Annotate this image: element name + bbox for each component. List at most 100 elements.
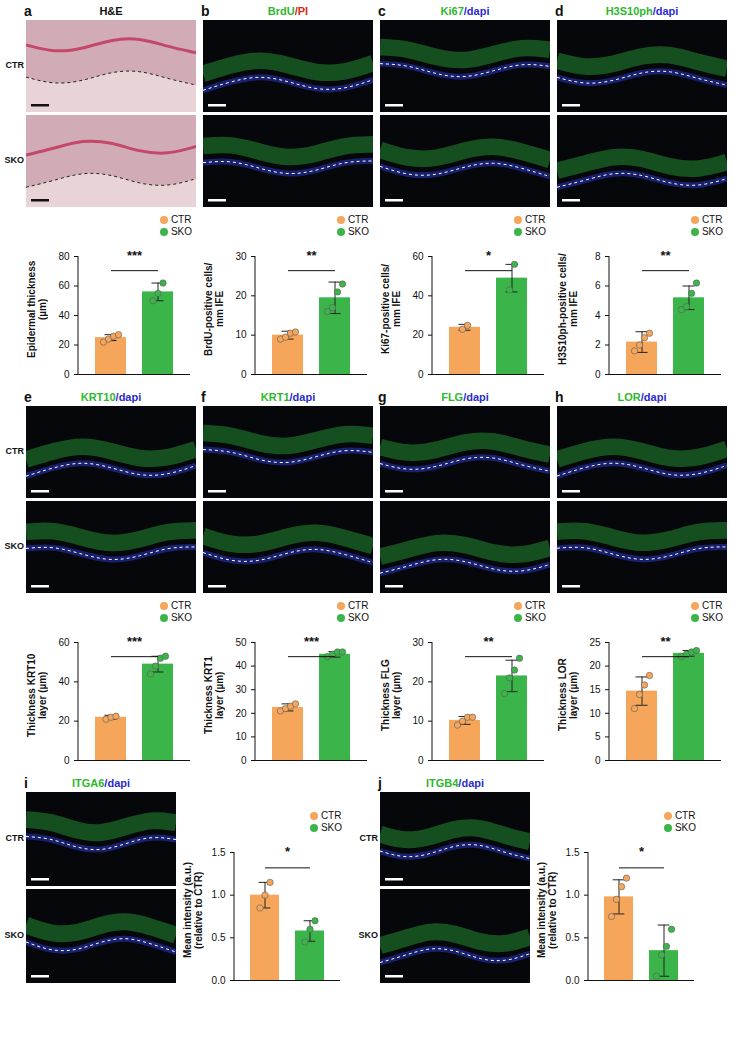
- html-text:CTR: CTR: [347, 600, 369, 611]
- svg-text:***: ***: [127, 248, 143, 263]
- html-text:SKO: SKO: [524, 612, 546, 623]
- svg-text:60: 60: [412, 251, 424, 262]
- html-text:CTR: CTR: [701, 214, 723, 225]
- html-text:H3S10ph-positive cells/ mm IFE: H3S10ph-positive cells/ mm IFE: [557, 253, 579, 365]
- svg-text:40: 40: [58, 676, 70, 687]
- svg-text:20: 20: [58, 715, 70, 726]
- svg-text:80: 80: [58, 251, 70, 262]
- html-text:CTR: CTR: [5, 60, 24, 70]
- html-text:Ki67 /dapi: Ki67 /dapi: [440, 5, 490, 17]
- svg-text:60: 60: [58, 637, 70, 648]
- svg-text:**: **: [306, 248, 317, 263]
- svg-text:0: 0: [595, 369, 601, 380]
- svg-text:0.5: 0.5: [212, 932, 226, 943]
- html-text:ITGB4 /dapi: ITGB4 /dapi: [426, 777, 484, 789]
- svg-text:0: 0: [418, 755, 424, 766]
- html-text:Thickness FLG layer (µm): Thickness FLG layer (µm): [380, 659, 402, 731]
- svg-text:0: 0: [241, 755, 247, 766]
- svg-text:*: *: [639, 844, 645, 859]
- html-text:SKO: SKO: [674, 822, 696, 833]
- html-text:FLG /dapi: FLG /dapi: [441, 391, 489, 403]
- svg-text:**: **: [660, 248, 671, 263]
- html-text:Thickness LOR layer (µm): Thickness LOR layer (µm): [557, 658, 579, 732]
- svg-text:10: 10: [235, 329, 247, 340]
- svg-text:30: 30: [412, 637, 424, 648]
- svg-text:20: 20: [235, 708, 247, 719]
- html-text:SKO: SKO: [524, 226, 546, 237]
- svg-text:40: 40: [235, 660, 247, 671]
- svg-text:***: ***: [127, 634, 143, 649]
- html-text:CTR: CTR: [347, 214, 369, 225]
- html-text:SKO: SKO: [170, 612, 192, 623]
- svg-text:*: *: [285, 844, 291, 859]
- svg-text:20: 20: [235, 290, 247, 301]
- svg-text:20: 20: [58, 339, 70, 350]
- svg-text:1.5: 1.5: [212, 847, 226, 858]
- svg-text:0: 0: [595, 755, 601, 766]
- svg-text:***: ***: [304, 634, 320, 649]
- html-text:H&E: H&E: [99, 5, 123, 17]
- html-text:BrdU-positive cells/ mm IFE: BrdU-positive cells/ mm IFE: [203, 262, 225, 356]
- svg-text:*: *: [486, 248, 492, 263]
- html-text:CTR: CTR: [524, 214, 546, 225]
- svg-text:40: 40: [412, 290, 424, 301]
- svg-text:50: 50: [235, 637, 247, 648]
- svg-text:**: **: [483, 634, 494, 649]
- html-text:SKO: SKO: [347, 226, 369, 237]
- svg-text:60: 60: [58, 280, 70, 291]
- svg-text:0.5: 0.5: [566, 932, 580, 943]
- svg-text:0: 0: [241, 369, 247, 380]
- html-text:Mean intensity (a.u.) (relativ: Mean intensity (a.u.) (relative to CTR): [182, 861, 204, 959]
- html-text:SKO: SKO: [4, 155, 24, 165]
- html-text:KRT10 /dapi: KRT10 /dapi: [80, 391, 142, 403]
- html-text:SKO: SKO: [170, 226, 192, 237]
- svg-text:**: **: [660, 634, 671, 649]
- svg-text:1.5: 1.5: [566, 847, 580, 858]
- html-text:Mean intensity (a.u.) (relativ: Mean intensity (a.u.) (relative to CTR): [536, 861, 558, 959]
- svg-text:10: 10: [235, 731, 247, 742]
- svg-text:6: 6: [595, 280, 601, 291]
- svg-text:40: 40: [58, 310, 70, 321]
- html-text:CTR: CTR: [674, 810, 696, 821]
- html-text:CTR: CTR: [170, 600, 192, 611]
- svg-text:10: 10: [589, 708, 601, 719]
- svg-text:0.0: 0.0: [566, 975, 580, 986]
- svg-text:0.0: 0.0: [212, 975, 226, 986]
- html-text:SKO: SKO: [347, 612, 369, 623]
- html-text:KRT1 /dapi: KRT1 /dapi: [260, 391, 316, 403]
- html-text:CTR: CTR: [524, 600, 546, 611]
- html-text:CTR: CTR: [170, 214, 192, 225]
- html-text:H3S10ph /dapi: H3S10ph /dapi: [605, 5, 679, 17]
- svg-text:8: 8: [595, 251, 601, 262]
- html-text:CTR: CTR: [5, 446, 24, 456]
- html-text:CTR: CTR: [320, 810, 342, 821]
- svg-text:20: 20: [589, 660, 601, 671]
- svg-text:1.0: 1.0: [566, 889, 580, 900]
- html-text:LOR /dapi: LOR /dapi: [617, 391, 667, 403]
- html-text:Thickness KRT10 layer (µm): Thickness KRT10 layer (µm): [26, 653, 48, 737]
- html-text:SKO: SKO: [701, 612, 723, 623]
- html-text:BrdU /PI: BrdU /PI: [267, 5, 309, 17]
- svg-text:25: 25: [589, 637, 601, 648]
- html-text:ITGA6 /dapi: ITGA6 /dapi: [72, 777, 130, 789]
- html-text:Epidermal thickness (µm): Epidermal thickness (µm): [26, 260, 48, 358]
- html-text:SKO: SKO: [701, 226, 723, 237]
- html-text:Ki67-positive cells/ mm IFE: Ki67-positive cells/ mm IFE: [380, 264, 402, 354]
- html-text:SKO: SKO: [4, 541, 24, 551]
- svg-text:1.0: 1.0: [212, 889, 226, 900]
- svg-text:15: 15: [589, 684, 601, 695]
- html-text:Thickness KRT1 layer (µm): Thickness KRT1 layer (µm): [203, 656, 225, 734]
- html-text:CTR: CTR: [701, 600, 723, 611]
- svg-text:4: 4: [595, 310, 601, 321]
- svg-text:20: 20: [412, 676, 424, 687]
- svg-text:0: 0: [418, 369, 424, 380]
- svg-text:0: 0: [64, 755, 70, 766]
- svg-text:0: 0: [64, 369, 70, 380]
- svg-text:10: 10: [412, 715, 424, 726]
- svg-text:2: 2: [595, 339, 601, 350]
- html-text:SKO: SKO: [320, 822, 342, 833]
- svg-text:20: 20: [412, 329, 424, 340]
- svg-text:30: 30: [235, 684, 247, 695]
- svg-text:30: 30: [235, 251, 247, 262]
- svg-text:5: 5: [595, 731, 601, 742]
